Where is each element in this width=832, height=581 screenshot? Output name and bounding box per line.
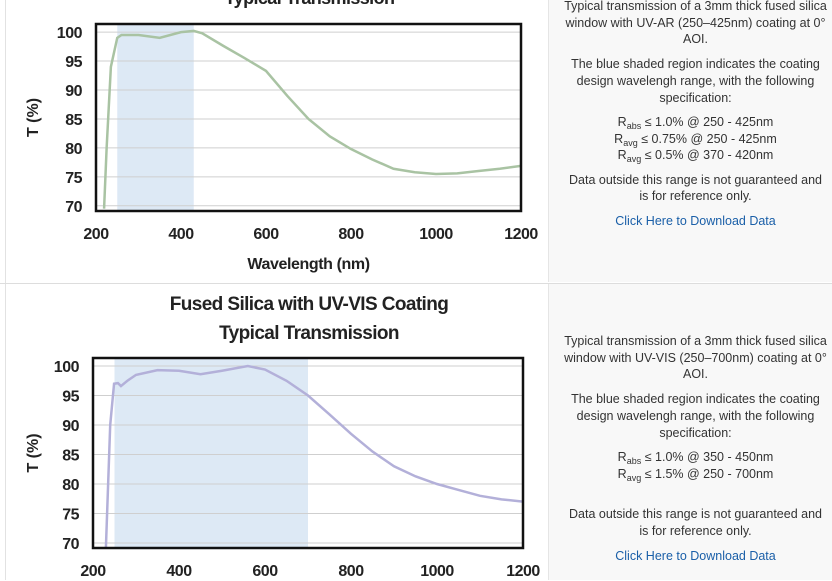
x-axis-label: Wavelength (nm) — [247, 256, 369, 273]
specification: Rabs ≤ 1.0% @ 350 - 450nm Ravg ≤ 1.5% @ 2… — [563, 449, 828, 482]
x-tick-label: 800 — [338, 226, 364, 243]
y-tick-label: 90 — [65, 83, 82, 100]
spec-symbol: R — [614, 131, 624, 146]
row: 70 75 80 85 90 95 100 200 400 600 800 1000 1200 Fused… — [0, 283, 832, 580]
description-panel: Typical transmission of a 3mm thick fuse… — [548, 284, 832, 580]
spec-text: ≤ 0.75% @ 250 - 425nm — [641, 131, 777, 146]
download-link[interactable]: Click Here to Download Data — [615, 214, 776, 229]
x-tick-label: 600 — [252, 563, 278, 580]
coating-range — [114, 358, 308, 548]
spec-subscript: abs — [626, 121, 642, 132]
spec-symbol: R — [617, 115, 627, 130]
spec-line: Ravg ≤ 0.5% @ 370 - 420nm — [563, 147, 828, 164]
data-line — [104, 364, 523, 548]
x-tick-label: 800 — [338, 563, 364, 580]
chart-title: Fused Silica with UV-VIS Coating — [170, 294, 449, 315]
y-axis-label: T (%) — [25, 433, 42, 472]
y-tick-label: 100 — [54, 359, 80, 376]
plot-frame — [94, 22, 523, 213]
y-tick-label: 95 — [65, 54, 82, 71]
description: The blue shaded region indicates the coa… — [571, 392, 820, 440]
x-tick-label: 200 — [80, 563, 106, 580]
description-panel: Typical transmission of a 3mm thick fuse… — [548, 0, 832, 282]
spec-line: Ravg ≤ 0.75% @ 250 - 425nm — [563, 131, 828, 148]
x-tick-label: 600 — [253, 226, 279, 243]
spec-text: ≤ 1.0% @ 350 - 450nm — [644, 450, 774, 465]
download-link[interactable]: Click Here to Download Data — [615, 548, 776, 563]
spec-subscript: abs — [626, 456, 642, 467]
y-axis-label: T (%) — [25, 98, 42, 137]
y-tick-label: 85 — [62, 448, 79, 465]
chart-cell: 70 75 80 85 90 95 100 200 400 600 800 1000 1200 Typic… — [5, 0, 549, 284]
chart-title: Typical Transmission — [219, 323, 399, 344]
y-tick-label: 80 — [62, 477, 79, 494]
spec-line: Ravg ≤ 1.5% @ 250 - 700nm — [563, 466, 828, 483]
chart: 70 75 80 85 90 95 100 200 400 600 800 1000 1200 Typic… — [25, 0, 539, 273]
spec-symbol: R — [617, 450, 627, 465]
spec-subscript: avg — [626, 154, 642, 165]
y-tick-label: 70 — [65, 199, 82, 216]
y-tick-label: 75 — [65, 170, 82, 187]
description: Typical transmission of a 3mm thick fuse… — [564, 334, 827, 382]
y-tick-label: 85 — [65, 112, 82, 129]
spec-line: Rabs ≤ 1.0% @ 250 - 425nm — [563, 114, 828, 131]
y-tick-label: 100 — [57, 25, 83, 42]
x-tick-label: 1200 — [506, 563, 540, 580]
spec-subscript: avg — [626, 472, 642, 483]
plot-frame — [91, 356, 525, 550]
disclaimer: Data outside this range is not guarantee… — [569, 507, 822, 538]
chart: 70 75 80 85 90 95 100 200 400 600 800 1000 1200 Fused… — [25, 294, 541, 580]
y-tick-label: 75 — [62, 506, 79, 523]
description: Typical transmission of a 3mm thick fuse… — [564, 0, 827, 47]
description: The blue shaded region indicates the coa… — [571, 57, 820, 105]
specification: Rabs ≤ 1.0% @ 250 - 425nm Ravg ≤ 0.75% @ … — [563, 114, 828, 164]
chart-title: Typical Transmission — [225, 0, 395, 8]
y-tick-label: 95 — [62, 389, 79, 406]
spec-symbol: R — [617, 148, 627, 163]
x-tick-label: 400 — [166, 563, 192, 580]
coating-range — [117, 24, 194, 211]
x-tick-label: 1200 — [504, 226, 538, 243]
x-tick-label: 200 — [83, 226, 109, 243]
spec-text: ≤ 1.5% @ 250 - 700nm — [644, 466, 774, 481]
spec-symbol: R — [617, 466, 627, 481]
chart-cell: 70 75 80 85 90 95 100 200 400 600 800 1000 1200 Fused… — [5, 284, 549, 580]
spec-line: Rabs ≤ 1.0% @ 350 - 450nm — [563, 449, 828, 466]
data-line — [102, 29, 521, 209]
y-tick-label: 90 — [62, 418, 79, 435]
x-tick-label: 400 — [168, 226, 194, 243]
x-tick-label: 1000 — [420, 563, 454, 580]
y-tick-label: 80 — [65, 141, 82, 158]
row: 70 75 80 85 90 95 100 200 400 600 800 1000 1200 Typic… — [0, 0, 832, 284]
spec-subscript: avg — [623, 137, 638, 148]
y-tick-label: 70 — [62, 536, 79, 553]
spec-text: ≤ 0.5% @ 370 - 420nm — [644, 148, 774, 163]
spec-text: ≤ 1.0% @ 250 - 425nm — [644, 115, 774, 130]
disclaimer: Data outside this range is not guarantee… — [569, 172, 822, 204]
x-tick-label: 1000 — [419, 226, 453, 243]
